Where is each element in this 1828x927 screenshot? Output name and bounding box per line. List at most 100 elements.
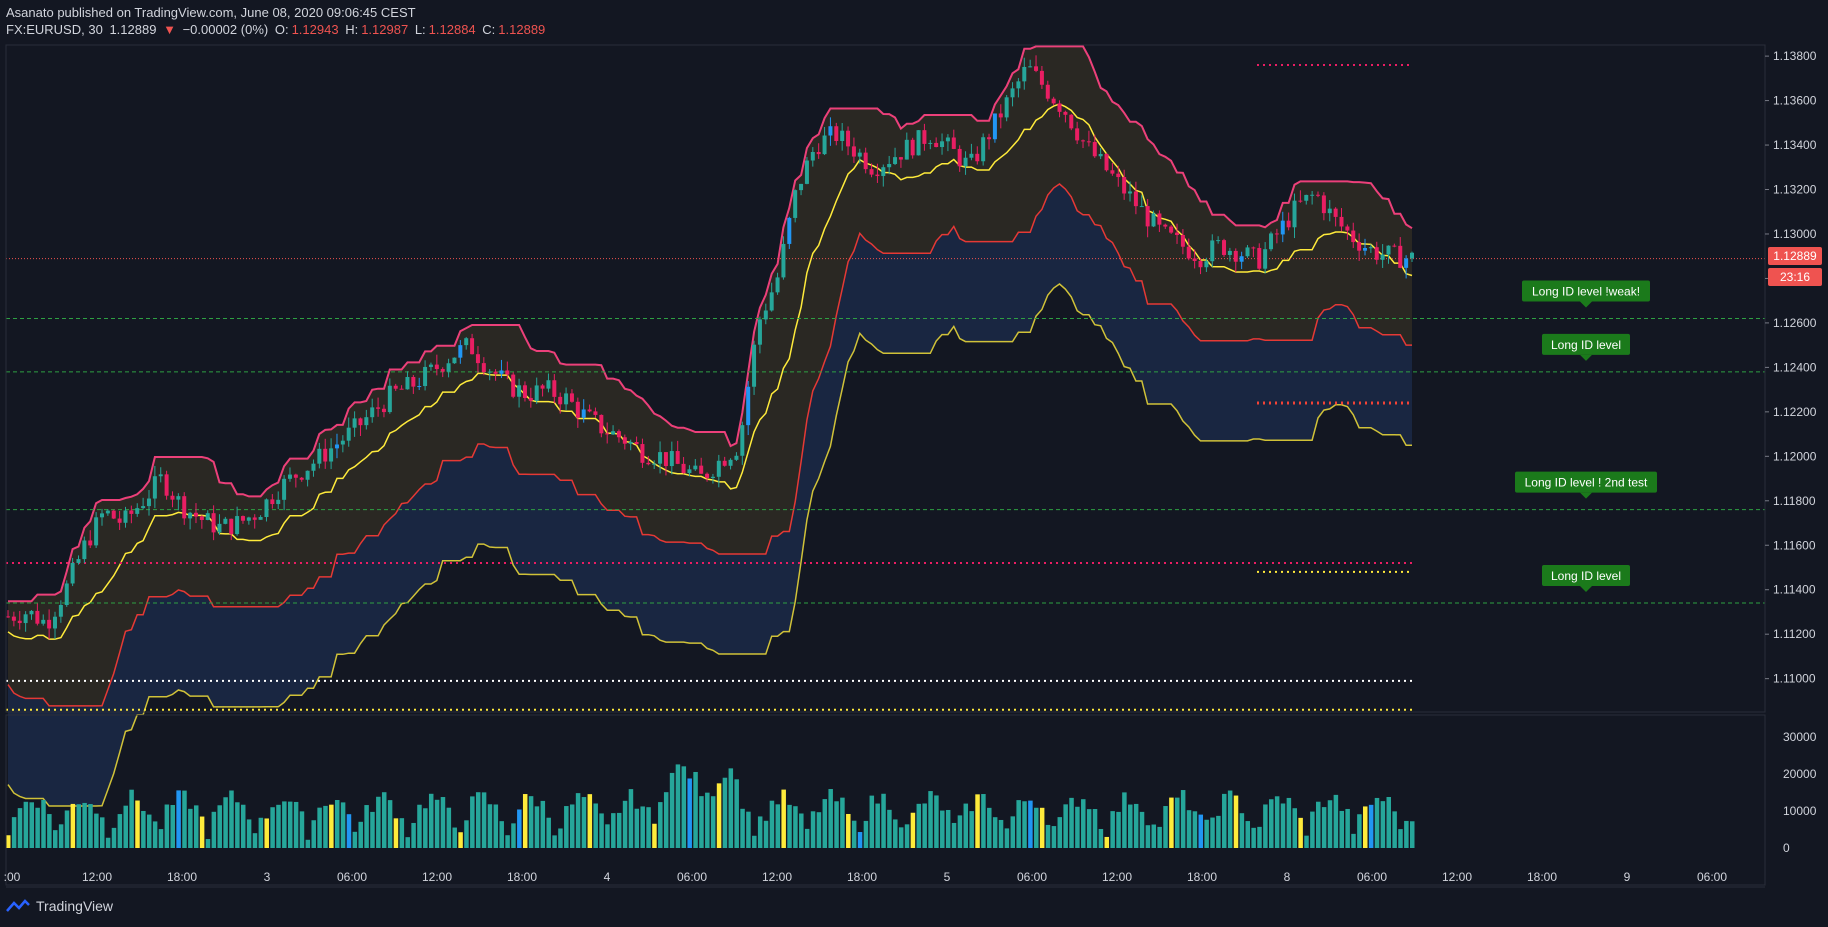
down-arrow-icon: ▼ bbox=[163, 22, 176, 37]
candle bbox=[1227, 247, 1232, 262]
candle-body bbox=[99, 513, 104, 518]
volume-bar bbox=[1004, 828, 1010, 848]
volume-bar bbox=[1280, 803, 1286, 848]
volume-bar bbox=[193, 805, 199, 848]
time-tick-label: 12:00 bbox=[1442, 870, 1472, 884]
candle-body bbox=[1145, 206, 1150, 227]
candle bbox=[1292, 193, 1297, 239]
candle-body bbox=[1122, 177, 1127, 194]
candle-body bbox=[1110, 170, 1115, 174]
candle bbox=[945, 134, 950, 152]
candle-body bbox=[669, 451, 674, 467]
candle-body bbox=[1410, 252, 1414, 259]
candle bbox=[47, 609, 52, 640]
last-price-tag: 1.12889 bbox=[1768, 247, 1822, 265]
long-level-label-3[interactable]: Long ID level bbox=[1542, 565, 1630, 593]
volume-bar bbox=[1086, 809, 1092, 848]
candle bbox=[975, 146, 980, 165]
volume-bar bbox=[893, 819, 898, 848]
candle bbox=[352, 411, 357, 437]
candle bbox=[346, 417, 351, 447]
candle-body bbox=[1034, 66, 1039, 71]
candle bbox=[393, 383, 398, 391]
time-tick-label: 06:00 bbox=[1017, 870, 1047, 884]
candle-body bbox=[646, 462, 651, 465]
volume-bar bbox=[646, 807, 651, 848]
level-labels[interactable]: Long ID level !weak! Long ID level Long ID… bbox=[1515, 280, 1657, 593]
open-label: O: bbox=[274, 22, 289, 37]
candle-body bbox=[1069, 114, 1074, 129]
candle bbox=[334, 433, 339, 459]
volume-bar bbox=[1151, 824, 1157, 848]
candle-body bbox=[293, 474, 298, 478]
long-level-label-0[interactable]: Long ID level !weak! bbox=[1522, 280, 1650, 308]
volume-bar bbox=[88, 804, 93, 848]
candle-body bbox=[1063, 111, 1068, 115]
volume-bar bbox=[987, 807, 992, 848]
candle-body bbox=[1151, 213, 1156, 227]
candle bbox=[693, 459, 698, 471]
candle bbox=[88, 530, 93, 549]
volume-bar bbox=[658, 802, 663, 848]
candle bbox=[546, 373, 551, 393]
volume-bar bbox=[1339, 810, 1345, 848]
candle-body bbox=[1404, 258, 1409, 268]
long-level-label-2[interactable]: Long ID level ! 2nd test bbox=[1515, 471, 1657, 499]
candle bbox=[1133, 181, 1138, 215]
volume-bar bbox=[1321, 807, 1327, 848]
candle bbox=[1139, 195, 1144, 208]
candle bbox=[1321, 192, 1326, 221]
candle bbox=[76, 555, 81, 565]
volume-bar bbox=[822, 799, 828, 848]
volume-bar bbox=[593, 803, 598, 848]
volume-bar bbox=[1010, 816, 1016, 848]
time-tick-label: 12:00 bbox=[82, 870, 112, 884]
publisher-name[interactable]: Asanato bbox=[6, 5, 54, 20]
candle bbox=[663, 452, 668, 476]
long-level-label-box bbox=[1515, 471, 1657, 493]
long-level-label-text: Long ID level ! 2nd test bbox=[1525, 476, 1648, 490]
brand-text[interactable]: TradingView bbox=[36, 898, 114, 914]
symbol-label[interactable]: FX:EURUSD, 30 bbox=[6, 22, 103, 37]
candle-body bbox=[1227, 250, 1232, 255]
candle-body bbox=[58, 605, 63, 617]
volume-bar bbox=[158, 829, 164, 848]
candle-body bbox=[135, 508, 140, 514]
outer-band-line bbox=[7, 283, 1412, 807]
candle-body bbox=[969, 153, 974, 158]
candle bbox=[464, 337, 469, 350]
candle bbox=[787, 216, 792, 249]
volume-tick-label: 30000 bbox=[1783, 730, 1817, 744]
candle-body bbox=[569, 393, 574, 402]
candle bbox=[863, 147, 868, 174]
candle-body bbox=[763, 310, 768, 320]
volume-bar bbox=[746, 811, 751, 848]
publish-line: Asanato published on TradingView.com, Ju… bbox=[6, 4, 548, 21]
volume-bar bbox=[922, 803, 927, 848]
candle-body bbox=[558, 396, 563, 405]
volume-bar bbox=[517, 809, 522, 848]
candle-body bbox=[1039, 70, 1044, 85]
volume-bar bbox=[505, 835, 510, 848]
long-level-label-1[interactable]: Long ID level bbox=[1542, 333, 1630, 361]
candle bbox=[17, 610, 22, 630]
candle bbox=[746, 380, 751, 436]
candle bbox=[558, 392, 563, 414]
candle bbox=[658, 441, 663, 474]
candle-body bbox=[41, 619, 46, 624]
candle bbox=[1210, 234, 1215, 267]
volume-bar bbox=[851, 820, 857, 848]
candle-body bbox=[481, 363, 486, 373]
candle-body bbox=[1280, 220, 1285, 235]
volume-bar bbox=[164, 804, 170, 848]
candle-body bbox=[1257, 247, 1262, 269]
candle bbox=[540, 383, 545, 397]
candle bbox=[399, 385, 404, 390]
volume-bar bbox=[581, 797, 587, 848]
candle-body bbox=[1321, 195, 1326, 214]
volume-bar bbox=[117, 814, 123, 848]
volume-bar bbox=[47, 814, 52, 848]
volume-tick-label: 20000 bbox=[1783, 767, 1817, 781]
candles[interactable] bbox=[6, 55, 1414, 640]
